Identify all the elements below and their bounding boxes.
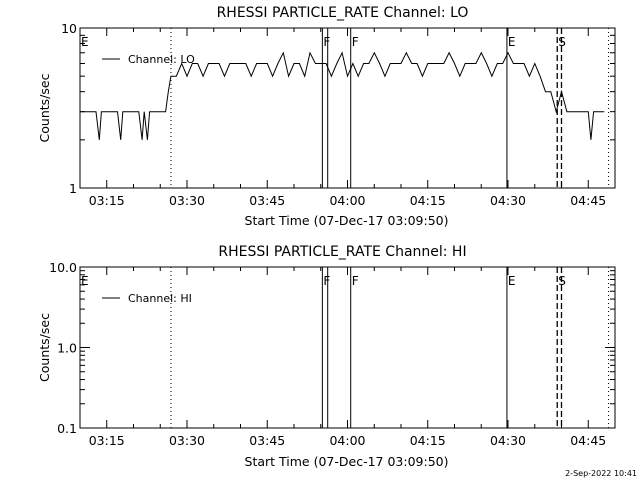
x-axis-label: Start Time (07-Dec-17 03:09:50) [245,454,449,469]
event-label: E [508,35,516,49]
x-tick-label: 03:45 [249,433,285,448]
chart-title: RHESSI PARTICLE_RATE Channel: HI [218,244,466,260]
y-tick-label: 0.1 [57,421,77,436]
footer-date: 2-Sep-2022 10:41 [565,469,637,478]
event-label: E [81,274,89,288]
y-tick-label: 10.0 [49,260,77,275]
lo-channel-panel: RHESSI PARTICLE_RATE Channel: LO Start Ti… [37,5,616,228]
x-tick-label: 03:30 [169,193,205,208]
event-label: F [323,274,330,288]
x-tick-label: 03:30 [169,433,205,448]
data-series-line [80,51,605,140]
y-axis-label: Counts/sec [37,73,52,142]
x-tick-label: 04:15 [410,433,446,448]
x-tick-label: 04:15 [410,193,446,208]
x-tick-label: 03:15 [89,193,125,208]
x-tick-label: 04:30 [490,433,526,448]
x-tick-label: 04:45 [570,193,606,208]
event-label: F [352,35,359,49]
plot-frame [79,27,616,189]
event-label: F [352,274,359,288]
x-tick-label: 03:15 [89,433,125,448]
event-label: F [323,35,330,49]
y-axis-label: Counts/sec [37,313,52,382]
x-tick-label: 03:45 [249,193,285,208]
x-tick-label: 04:00 [329,193,365,208]
legend-label: Channel: HI [128,292,192,305]
x-tick-label: 04:30 [490,193,526,208]
y-tick-label: 1 [69,181,77,196]
event-label: E [508,274,516,288]
x-tick-label: 04:00 [329,433,365,448]
x-tick-label: 04:45 [570,433,606,448]
chart-title: RHESSI PARTICLE_RATE Channel: LO [217,5,469,21]
y-tick-label: 1.0 [57,341,77,356]
hi-channel-panel: RHESSI PARTICLE_RATE Channel: HI Start Ti… [37,244,616,469]
legend-label: Channel: LO [128,53,195,66]
x-axis-label: Start Time (07-Dec-17 03:09:50) [245,213,449,228]
y-tick-label: 10 [61,21,77,36]
event-label: E [81,35,89,49]
